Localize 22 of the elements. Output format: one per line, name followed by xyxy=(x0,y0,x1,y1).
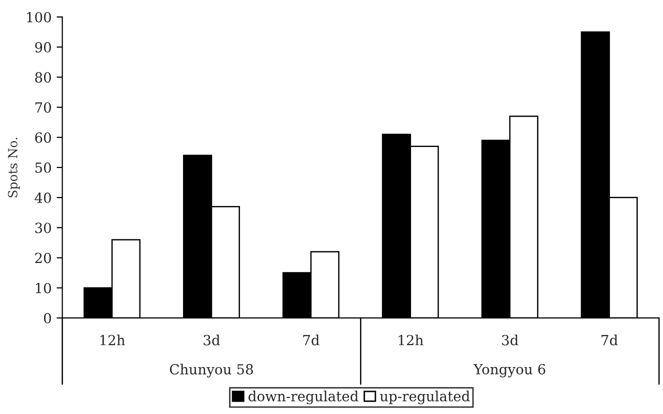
x-tick-label: 7d xyxy=(303,334,320,346)
y-tick-label: 90 xyxy=(35,42,51,53)
y-tick-label: 60 xyxy=(35,132,51,143)
y-tick-label: 70 xyxy=(35,102,51,113)
x-tick-label: 12h xyxy=(100,334,125,346)
y-tick-label: 0 xyxy=(44,312,51,324)
x-tick-label: 7d xyxy=(602,334,618,346)
y-tick-label: 20 xyxy=(35,252,51,264)
y-tick-label: 50 xyxy=(35,162,51,173)
y-tick-label: 40 xyxy=(34,192,51,204)
y-tick-label: 10 xyxy=(36,282,51,294)
text: Chunyou 58 xyxy=(170,364,253,378)
text: Yongyou 6 xyxy=(473,364,546,378)
y-tick-label: 30 xyxy=(35,222,51,234)
legend-label: up-regulated xyxy=(380,390,470,404)
y-axis-title: Spots No. xyxy=(8,138,20,198)
legend-label: down-regulated xyxy=(248,390,358,404)
y-tick-label: 100 xyxy=(27,12,51,22)
x-tick-label: 3d xyxy=(502,334,518,346)
x-tick-label: 3d xyxy=(204,334,220,346)
y-tick-label: 80 xyxy=(35,72,51,83)
x-tick-label: 12h xyxy=(398,334,424,346)
